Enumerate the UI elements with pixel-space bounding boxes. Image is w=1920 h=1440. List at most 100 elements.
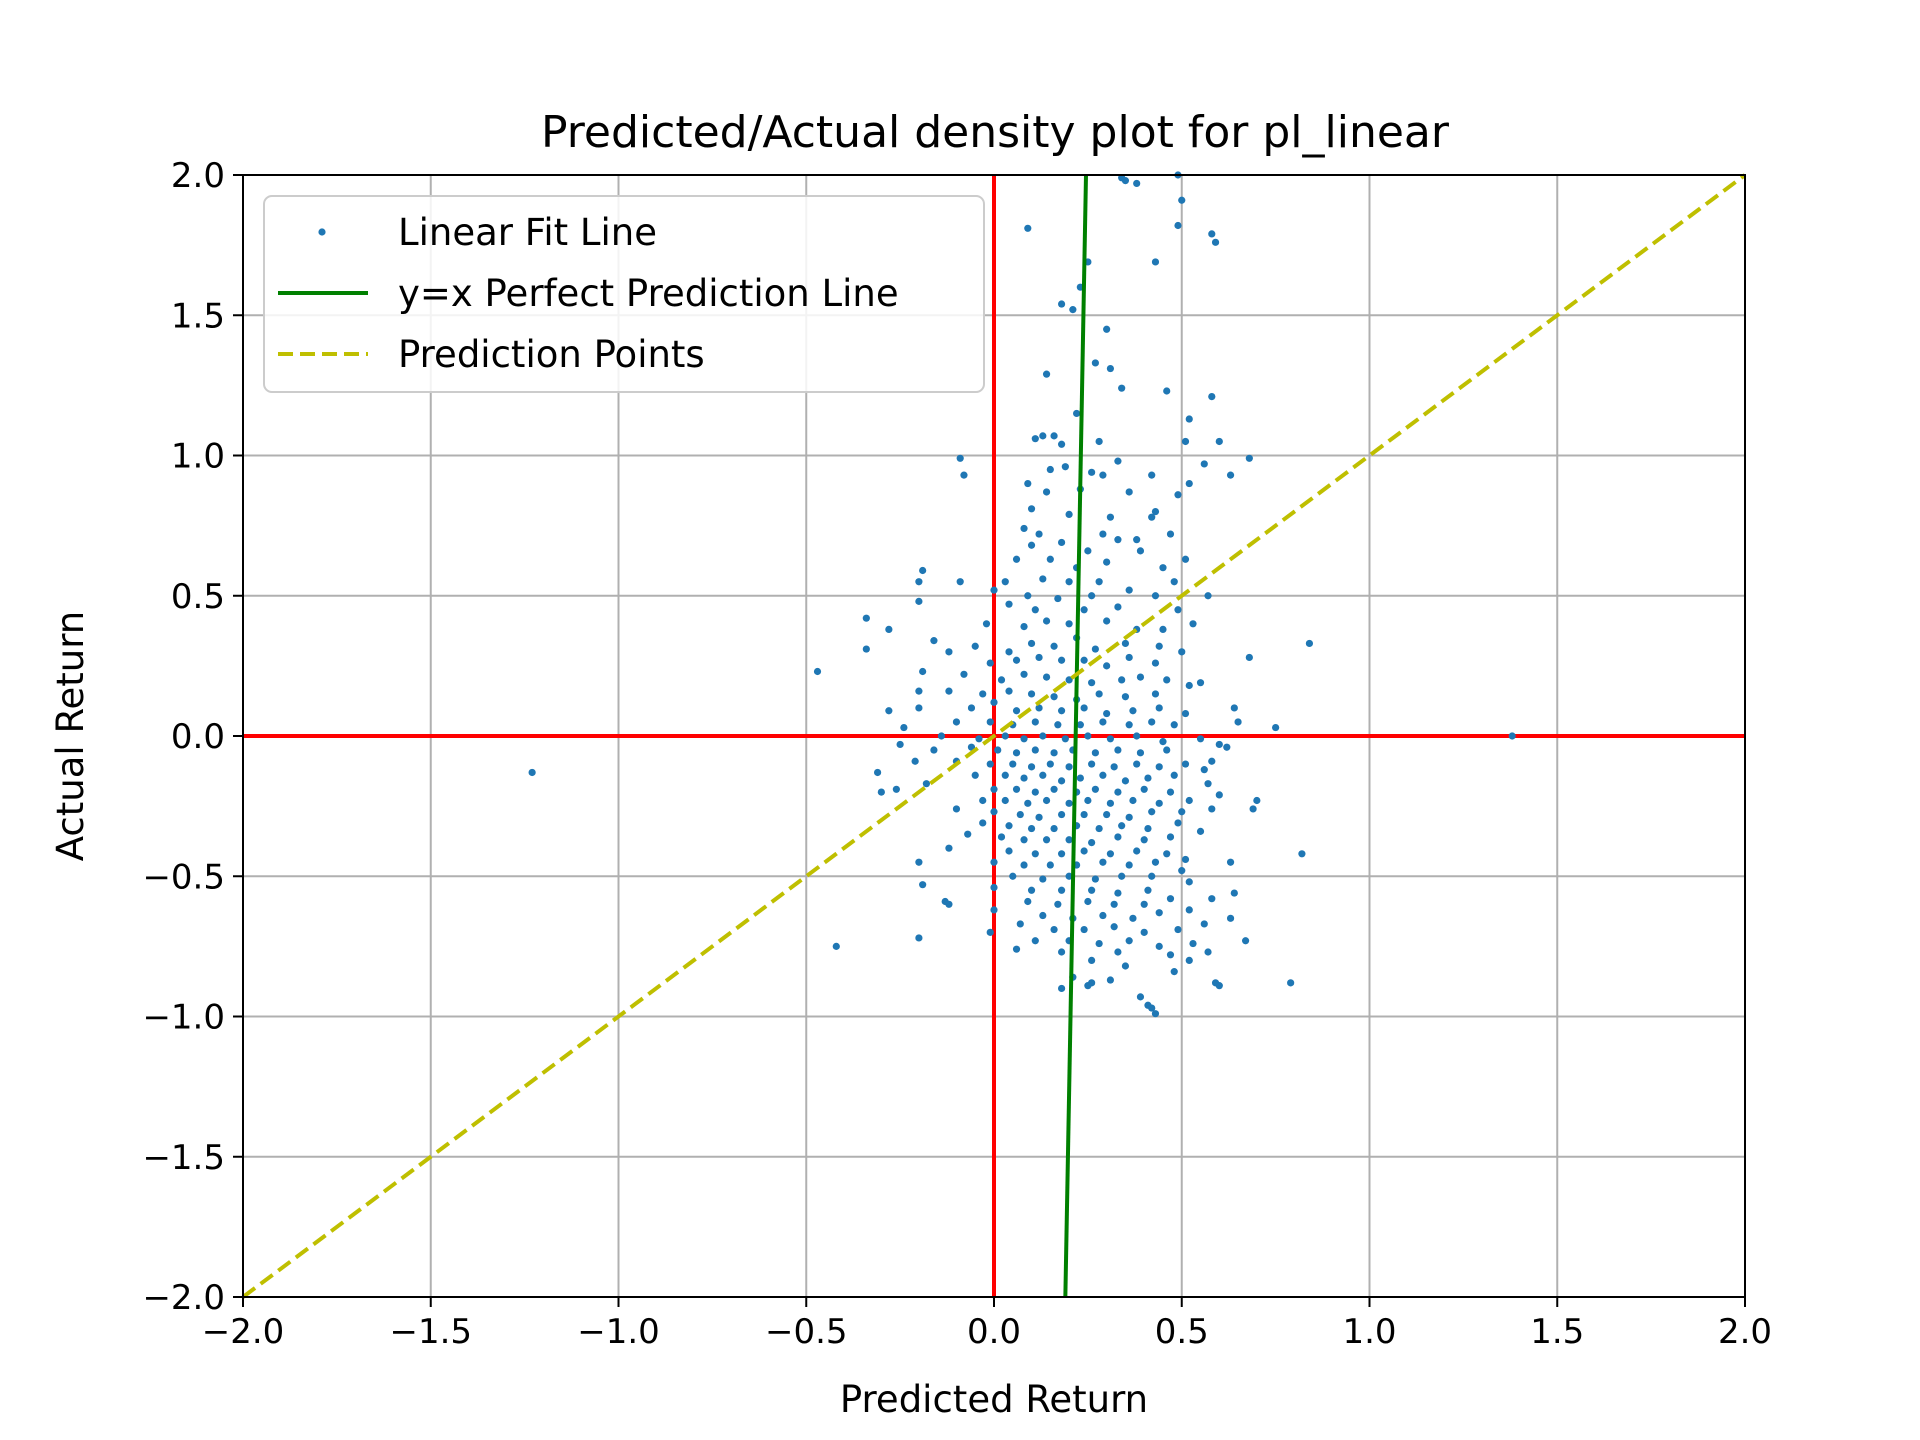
scatter-point bbox=[1148, 513, 1156, 521]
scatter-point bbox=[1144, 886, 1152, 894]
scatter-point bbox=[1230, 704, 1238, 712]
scatter-point bbox=[990, 883, 998, 892]
x-tick-label: 2.0 bbox=[1718, 1312, 1772, 1352]
scatter-point bbox=[1181, 555, 1190, 563]
x-axis-ticks: −2.0 −1.5 −1.0 −0.5 0.0 0.5 1.0 1.5 2.0 bbox=[202, 1297, 1772, 1352]
scatter-point bbox=[990, 906, 998, 914]
scatter-point bbox=[1057, 300, 1066, 308]
scatter-point bbox=[1125, 586, 1133, 594]
scatter-point bbox=[1099, 530, 1107, 538]
scatter-point bbox=[1223, 743, 1231, 751]
scatter-point bbox=[1031, 435, 1039, 443]
scatter-point bbox=[1174, 819, 1182, 827]
scatter-point bbox=[1110, 900, 1118, 908]
scatter-point bbox=[1110, 923, 1118, 931]
scatter-point bbox=[945, 844, 953, 852]
y-tick-label: −1.0 bbox=[142, 998, 225, 1038]
scatter-point bbox=[1185, 479, 1193, 488]
scatter-point bbox=[930, 746, 938, 754]
scatter-point bbox=[1151, 690, 1160, 698]
scatter-point bbox=[1106, 364, 1115, 373]
scatter-point bbox=[1166, 530, 1175, 538]
scatter-point bbox=[1103, 617, 1111, 625]
scatter-point bbox=[1148, 718, 1156, 726]
scatter-point bbox=[1099, 858, 1107, 866]
scatter-point bbox=[1245, 454, 1253, 462]
scatter-point bbox=[1050, 432, 1058, 440]
y-tick-label: 0.5 bbox=[171, 577, 225, 617]
scatter-point bbox=[945, 687, 953, 695]
scatter-point bbox=[1031, 788, 1039, 796]
scatter-point bbox=[1057, 984, 1066, 993]
scatter-point bbox=[1208, 230, 1216, 238]
scatter-point bbox=[1185, 415, 1193, 423]
scatter-point bbox=[1181, 709, 1190, 718]
scatter-point bbox=[990, 698, 998, 706]
scatter-point bbox=[915, 687, 923, 695]
scatter-point bbox=[1208, 805, 1216, 813]
scatter-point bbox=[915, 704, 923, 712]
scatter-point bbox=[1088, 760, 1096, 768]
scatter-point bbox=[986, 718, 994, 726]
scatter-point bbox=[1027, 886, 1036, 894]
scatter-point bbox=[956, 454, 964, 462]
scatter-point bbox=[1042, 796, 1051, 805]
scatter-point bbox=[1185, 681, 1193, 690]
scatter-point bbox=[1133, 732, 1141, 740]
scatter-point bbox=[1031, 937, 1039, 945]
scatter-point bbox=[1170, 968, 1178, 976]
x-tick-label: 1.0 bbox=[1342, 1312, 1396, 1352]
scatter-point bbox=[1084, 982, 1092, 990]
scatter-point bbox=[1151, 659, 1160, 667]
scatter-point bbox=[1084, 796, 1092, 805]
scatter-point bbox=[971, 771, 979, 779]
scatter-point bbox=[1057, 777, 1066, 785]
scatter-point bbox=[982, 620, 991, 628]
scatter-point bbox=[1174, 925, 1182, 934]
scatter-point bbox=[1039, 911, 1047, 920]
scatter-point bbox=[1095, 824, 1103, 833]
scatter-point bbox=[1163, 676, 1171, 684]
scatter-point bbox=[1084, 732, 1092, 740]
scatter-point bbox=[1215, 740, 1223, 749]
scatter-point bbox=[1095, 437, 1103, 446]
y-tick-label: 1.5 bbox=[171, 296, 225, 336]
scatter-point bbox=[1174, 606, 1182, 614]
scatter-point bbox=[1204, 592, 1212, 600]
scatter-point bbox=[1106, 799, 1115, 807]
scatter-point bbox=[919, 881, 927, 889]
scatter-point bbox=[1298, 850, 1306, 858]
scatter-point bbox=[528, 768, 536, 777]
x-tick-label: −1.0 bbox=[577, 1312, 660, 1352]
scatter-point bbox=[1114, 603, 1122, 611]
scatter-point bbox=[1106, 513, 1115, 521]
scatter-point bbox=[1178, 196, 1186, 204]
scatter-point bbox=[1035, 530, 1043, 538]
scatter-point bbox=[862, 614, 870, 622]
scatter-point bbox=[1005, 822, 1013, 830]
scatter-point bbox=[1065, 763, 1073, 771]
scatter-point bbox=[997, 833, 1006, 841]
scatter-point bbox=[1178, 648, 1186, 656]
scatter-point bbox=[919, 566, 927, 575]
scatter-point bbox=[1140, 785, 1148, 793]
scatter-point bbox=[1211, 238, 1220, 246]
scatter-point bbox=[1088, 956, 1096, 965]
scatter-point bbox=[1136, 993, 1145, 1001]
scatter-point bbox=[1099, 471, 1107, 479]
scatter-point bbox=[1012, 707, 1021, 715]
scatter-point bbox=[1125, 937, 1133, 945]
legend-label: y=x Perfect Prediction Line bbox=[398, 272, 899, 315]
y-tick-label: −1.5 bbox=[142, 1138, 225, 1178]
scatter-point bbox=[1088, 838, 1096, 847]
scatter-point bbox=[1042, 488, 1051, 496]
legend-box bbox=[263, 195, 985, 393]
scatter-point bbox=[1005, 847, 1013, 855]
legend-marker bbox=[318, 228, 326, 236]
scatter-point bbox=[1012, 945, 1021, 953]
scatter-point bbox=[1020, 623, 1028, 631]
scatter-point bbox=[1005, 687, 1013, 695]
scatter-point bbox=[1095, 939, 1103, 948]
scatter-point bbox=[1133, 536, 1141, 544]
scatter-point bbox=[1163, 850, 1171, 858]
